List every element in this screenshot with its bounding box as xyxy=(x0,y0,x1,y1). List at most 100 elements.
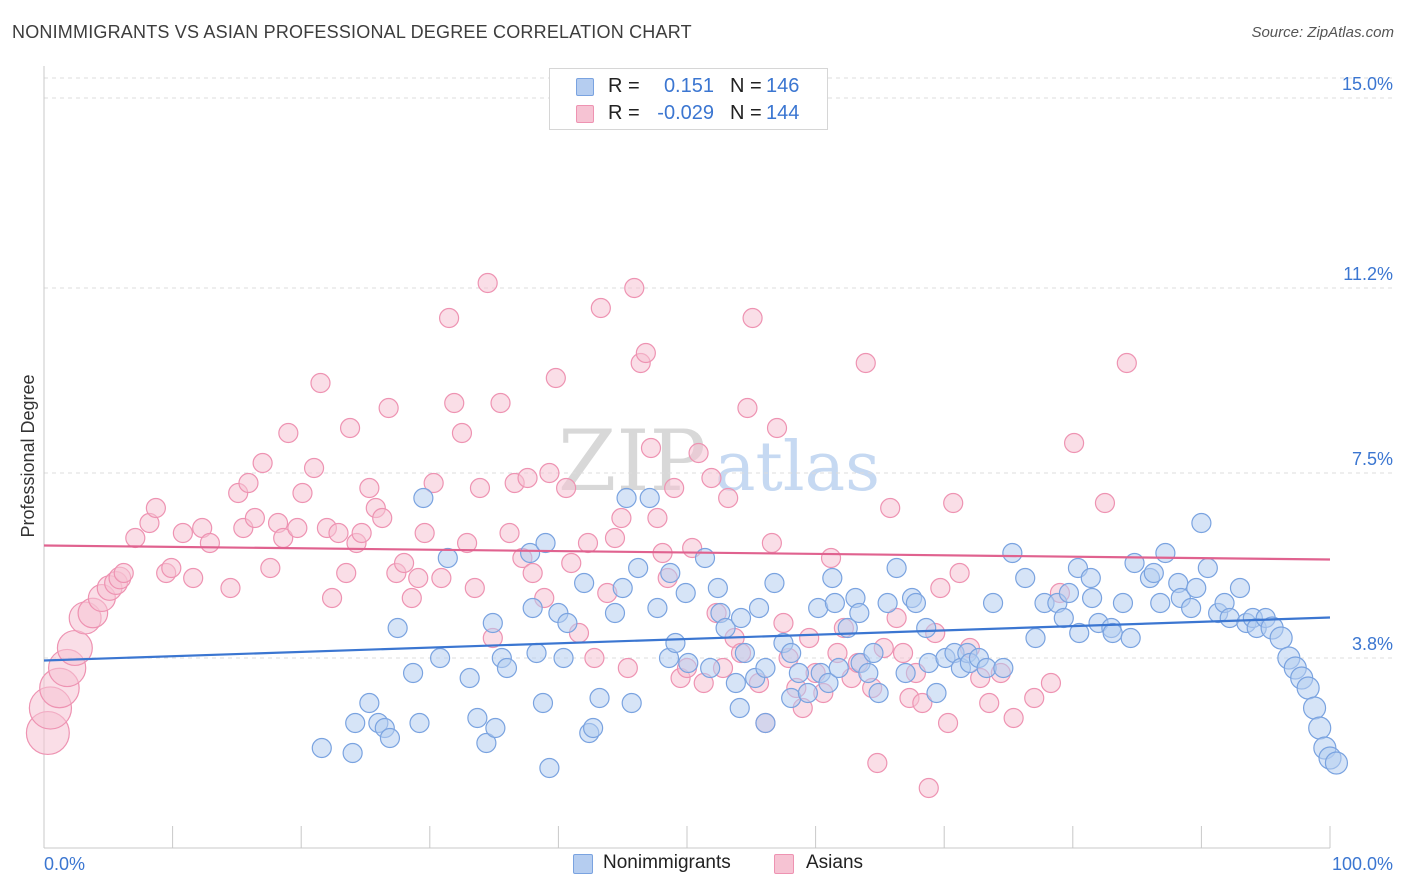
nonimmigrants-point xyxy=(616,487,637,509)
nonimmigrants-point xyxy=(1058,582,1080,604)
legend-n-value: 146 xyxy=(766,75,800,97)
legend-swatch-asians xyxy=(774,854,794,874)
nonimmigrants-point xyxy=(583,717,604,739)
legend-row-asians: R = -0.029 N = 144 xyxy=(550,102,827,128)
nonimmigrants-point xyxy=(557,612,578,634)
asians-point xyxy=(635,342,656,364)
correlation-legend: R = 0.151 N = 146 R = -0.029 N = 144 xyxy=(549,68,828,130)
asians-point xyxy=(321,587,343,609)
asians-point xyxy=(183,567,204,589)
asians-point xyxy=(351,522,372,544)
nonimmigrants-point xyxy=(1181,597,1202,619)
nonimmigrants-point xyxy=(628,557,649,579)
asians-point xyxy=(199,532,220,554)
nonimmigrants-point xyxy=(1324,751,1349,775)
nonimmigrants-point xyxy=(345,712,366,734)
asians-point xyxy=(438,307,460,329)
asians-point xyxy=(252,452,273,474)
nonimmigrants-point xyxy=(1219,607,1240,629)
asians-point xyxy=(336,562,357,584)
nonimmigrants-point xyxy=(539,757,560,779)
asians-point xyxy=(647,507,668,529)
asians-point xyxy=(499,522,520,544)
asians-point xyxy=(799,627,820,649)
asians-point xyxy=(604,527,626,549)
nonimmigrants-point xyxy=(725,672,746,694)
nonimmigrants-point xyxy=(849,602,870,624)
nonimmigrants-point xyxy=(1150,592,1171,614)
nonimmigrants-point xyxy=(905,592,927,614)
nonimmigrants-point xyxy=(822,567,843,589)
watermark-atlas: atlas xyxy=(715,428,880,507)
nonimmigrants-point xyxy=(707,577,728,599)
nonimmigrants-point xyxy=(734,642,755,664)
asians-point xyxy=(1116,352,1137,374)
nonimmigrants-point xyxy=(1229,577,1251,599)
asians-point xyxy=(522,562,543,584)
asians-point xyxy=(766,417,788,439)
nonimmigrants-point xyxy=(868,682,889,704)
nonimmigrants-points xyxy=(311,487,1349,779)
legend-label-asians: Asians xyxy=(806,852,864,873)
asians-point xyxy=(918,777,939,799)
legend-r-label: R = xyxy=(608,75,640,97)
nonimmigrants-point xyxy=(429,647,451,669)
nonimmigrants-point xyxy=(788,662,809,684)
axes xyxy=(43,66,1331,849)
nonimmigrants-point xyxy=(916,617,937,639)
asians-point xyxy=(278,422,299,444)
asians-point xyxy=(477,272,498,294)
legend-label-nonimmigrants: Nonimmigrants xyxy=(603,852,731,873)
nonimmigrants-point xyxy=(359,692,380,714)
nonimmigrants-point xyxy=(982,592,1004,614)
nonimmigrants-point xyxy=(467,707,488,729)
nonimmigrants-point xyxy=(1197,557,1218,579)
nonimmigrants-point xyxy=(496,657,518,679)
asians-point xyxy=(303,457,325,479)
asians-point xyxy=(378,397,399,419)
asians-point xyxy=(125,527,146,549)
asians-point xyxy=(1003,707,1024,729)
asians-point xyxy=(820,547,842,569)
nonimmigrants-point xyxy=(604,602,626,624)
nonimmigrants-point xyxy=(402,662,424,684)
asians-point xyxy=(867,752,888,774)
nonimmigrants-point xyxy=(574,572,595,594)
asians-points xyxy=(25,272,1137,799)
nonimmigrants-point xyxy=(755,657,776,679)
source-label: Source: ZipAtlas.com xyxy=(1251,24,1394,41)
nonimmigrants-point xyxy=(311,737,332,759)
asians-point xyxy=(664,477,685,499)
nonimmigrants-point xyxy=(1155,542,1176,564)
nonimmigrants-point xyxy=(342,742,363,764)
asians-point xyxy=(172,522,193,544)
nonimmigrants-point xyxy=(1191,512,1212,534)
nonimmigrants-point xyxy=(1080,567,1101,589)
nonimmigrants-point xyxy=(678,652,699,674)
nonimmigrants-point xyxy=(926,682,947,704)
asians-point xyxy=(556,477,577,499)
nonimmigrants-point xyxy=(660,562,681,584)
asians-point xyxy=(577,532,599,554)
nonimmigrants-point xyxy=(797,682,818,704)
nonimmigrants-point xyxy=(764,572,785,594)
asians-point xyxy=(545,367,566,389)
nonimmigrants-point xyxy=(1186,577,1207,599)
asians-point xyxy=(393,552,415,574)
asians-point xyxy=(238,472,259,494)
asians-point xyxy=(414,522,435,544)
chart-title: NONIMMIGRANTS VS ASIAN PROFESSIONAL DEGR… xyxy=(12,22,692,42)
asians-point xyxy=(517,467,538,489)
asians-point xyxy=(220,577,241,599)
nonimmigrants-point xyxy=(387,617,408,639)
asians-point xyxy=(611,507,632,529)
nonimmigrants-point xyxy=(1015,567,1036,589)
asians-point xyxy=(401,587,422,609)
nonimmigrants-point xyxy=(748,597,770,619)
asians-point xyxy=(943,492,964,514)
nonimmigrants-point xyxy=(1053,607,1074,629)
nonimmigrants-point xyxy=(1002,542,1023,564)
asians-point xyxy=(444,392,465,414)
nonimmigrants-point xyxy=(918,652,939,674)
